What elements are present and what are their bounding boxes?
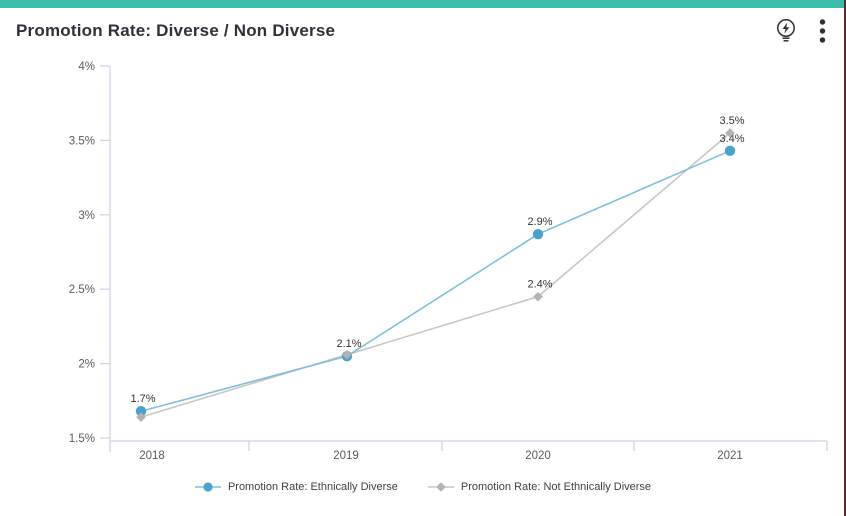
y-axis-tick-label: 3% xyxy=(78,210,95,222)
data-point-not-ethnically-diverse[interactable] xyxy=(342,349,352,360)
legend-item-ethnically-diverse[interactable]: Promotion Rate: Ethnically Diverse xyxy=(194,481,398,493)
data-point-label: 3.4% xyxy=(719,133,744,145)
chart-titlebar: Promotion Rate: Diverse / Non Diverse xyxy=(0,8,842,54)
x-axis-tick-label: 2018 xyxy=(139,450,165,462)
data-point-ethnically-diverse[interactable] xyxy=(532,228,544,240)
data-point-not-ethnically-diverse[interactable] xyxy=(725,128,735,138)
x-axis-tick-label: 2020 xyxy=(525,450,551,462)
legend-marker-shape xyxy=(436,482,446,492)
data-point-not-ethnically-diverse[interactable] xyxy=(533,291,543,302)
data-point-label: 2.1% xyxy=(336,338,361,350)
legend-marker-shape xyxy=(203,482,213,492)
y-axis-tick-label: 2% xyxy=(78,359,95,371)
series-line xyxy=(140,132,731,418)
data-point-ethnically-diverse[interactable] xyxy=(724,145,736,157)
y-axis-tick-label: 1.5% xyxy=(69,433,95,445)
kebab-menu-icon xyxy=(819,19,826,43)
legend-label-not-ethnically-diverse: Promotion Rate: Not Ethnically Diverse xyxy=(460,481,652,493)
data-point-ethnically-diverse[interactable] xyxy=(135,406,147,417)
window-edge-accent xyxy=(844,0,846,516)
legend-marker-circle-icon xyxy=(194,482,221,492)
legend-item-not-ethnically-diverse[interactable]: Promotion Rate: Not Ethnically Diverse xyxy=(427,481,652,493)
series-line xyxy=(140,150,731,412)
data-point-label: 2.9% xyxy=(527,216,552,228)
lightbulb-bolt-icon xyxy=(777,19,795,42)
y-axis-tick-label: 2.5% xyxy=(69,284,95,296)
chart-legend: Promotion Rate: Ethnically Diverse Promo… xyxy=(0,481,846,493)
chart-title: Promotion Rate: Diverse / Non Diverse xyxy=(16,21,336,40)
data-point-label: 3.5% xyxy=(719,115,744,127)
sheet-accent-bar xyxy=(0,0,846,8)
data-point-not-ethnically-diverse[interactable] xyxy=(136,412,146,422)
legend-marker-diamond-icon xyxy=(427,482,454,492)
more-options-button[interactable] xyxy=(817,16,828,46)
x-axis-tick-label: 2019 xyxy=(333,450,359,462)
chart-toolbar xyxy=(773,16,842,46)
insights-button[interactable] xyxy=(773,16,799,46)
y-axis-tick-label: 4% xyxy=(78,61,95,73)
legend-label-ethnically-diverse: Promotion Rate: Ethnically Diverse xyxy=(227,481,398,493)
y-axis-tick-label: 3.5% xyxy=(69,135,95,147)
data-point-label: 1.7% xyxy=(130,393,155,405)
data-point-label: 2.4% xyxy=(527,279,552,291)
x-axis-tick-label: 2021 xyxy=(717,450,743,462)
